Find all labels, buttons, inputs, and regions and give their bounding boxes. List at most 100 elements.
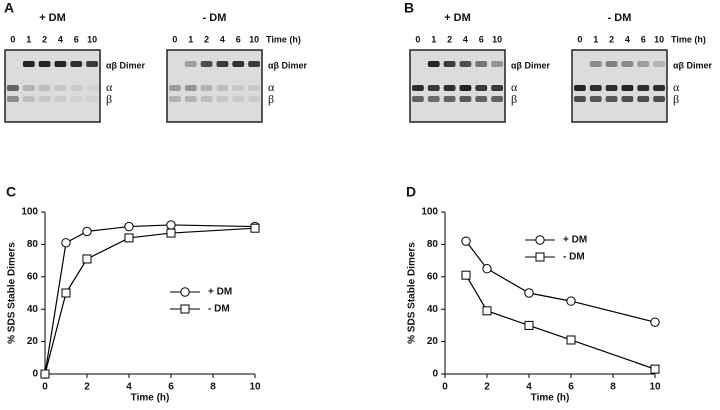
band (574, 85, 586, 91)
lane-label: 10 (87, 34, 97, 44)
lane-label: 0 (172, 34, 177, 44)
band (248, 85, 260, 91)
lane-label: 0 (415, 34, 420, 44)
legend-marker (535, 235, 545, 245)
x-tick-label: 4 (526, 382, 532, 393)
lane-label: 2 (42, 34, 47, 44)
marker (461, 236, 471, 246)
band (621, 85, 634, 91)
band (459, 85, 472, 91)
lane-label: 4 (625, 34, 630, 44)
x-tick-label: 8 (210, 382, 216, 393)
band (86, 61, 98, 67)
marker (482, 306, 492, 316)
legend-label: + DM (563, 235, 587, 246)
band-label: α (268, 80, 275, 94)
band-label: αβ Dimer (673, 60, 713, 70)
y-tick-label: 100 (421, 207, 438, 218)
band (200, 61, 213, 67)
x-axis-label: Time (h) (131, 393, 170, 404)
band (637, 61, 650, 67)
marker (124, 221, 134, 232)
band-label: β (673, 92, 679, 106)
band (589, 96, 602, 102)
band-label: β (511, 92, 517, 106)
marker (124, 233, 134, 243)
band (232, 85, 245, 91)
band (574, 96, 586, 102)
marker (566, 296, 576, 306)
x-tick-label: 0 (42, 382, 48, 393)
band (653, 96, 665, 102)
band (70, 85, 83, 91)
band (491, 61, 503, 67)
band-label: αβ Dimer (268, 60, 308, 70)
band (637, 85, 650, 91)
lane-label: 1 (431, 34, 436, 44)
band (7, 96, 19, 102)
marker (61, 238, 71, 248)
marker (61, 288, 71, 298)
band (443, 85, 456, 91)
band (7, 85, 19, 91)
lane-label: 10 (249, 34, 259, 44)
y-axis-label: % SDS Stable Dimers (7, 242, 18, 344)
band (653, 85, 665, 91)
x-tick-label: 4 (126, 382, 132, 393)
band (621, 61, 634, 67)
series-line (465, 240, 656, 323)
marker (524, 288, 534, 298)
marker (166, 220, 176, 230)
band (200, 85, 213, 91)
band (605, 61, 618, 67)
band (22, 61, 35, 67)
marker (482, 264, 492, 274)
y-tick-label: 20 (427, 336, 439, 347)
lane-label: 2 (204, 34, 209, 44)
band (38, 85, 51, 91)
y-tick-label: 60 (427, 271, 439, 282)
band (475, 96, 488, 102)
band (443, 96, 456, 102)
blot-title: + DM (444, 12, 471, 24)
y-tick-label: 20 (27, 336, 39, 347)
band (54, 85, 67, 91)
lane-label: 6 (641, 34, 646, 44)
band (589, 61, 602, 67)
lane-label: 4 (220, 34, 225, 44)
marker (650, 364, 660, 374)
marker (166, 228, 176, 238)
x-axis-label: Time (h) (531, 393, 570, 404)
y-tick-label: 40 (27, 304, 39, 315)
band-label: α (511, 80, 518, 94)
x-tick-label: 10 (249, 382, 261, 393)
band (216, 85, 229, 91)
x-tick-label: 0 (442, 382, 448, 393)
band (459, 96, 472, 102)
marker (250, 223, 260, 233)
lane-label: 10 (654, 34, 664, 44)
panel-letter: C (6, 184, 16, 200)
y-tick-label: 80 (427, 239, 439, 250)
legend-label: - DM (563, 252, 585, 263)
band (427, 85, 440, 91)
lane-label: 2 (609, 34, 614, 44)
band (86, 85, 98, 91)
lane-label: 1 (26, 34, 31, 44)
legend-label: - DM (208, 304, 230, 315)
band (216, 61, 229, 67)
y-tick-label: 0 (32, 369, 38, 380)
band (248, 61, 260, 67)
lane-label: 6 (74, 34, 79, 44)
lane-label: 10 (492, 34, 502, 44)
legend-label: + DM (208, 287, 232, 298)
band-label: β (106, 92, 112, 106)
y-axis-label: % SDS Stable Dimers (407, 242, 418, 344)
band (621, 96, 634, 102)
panel-letter: D (406, 184, 416, 200)
band (216, 96, 229, 102)
legend-marker (180, 287, 190, 297)
lane-label: 4 (58, 34, 63, 44)
lane-label: 1 (188, 34, 193, 44)
